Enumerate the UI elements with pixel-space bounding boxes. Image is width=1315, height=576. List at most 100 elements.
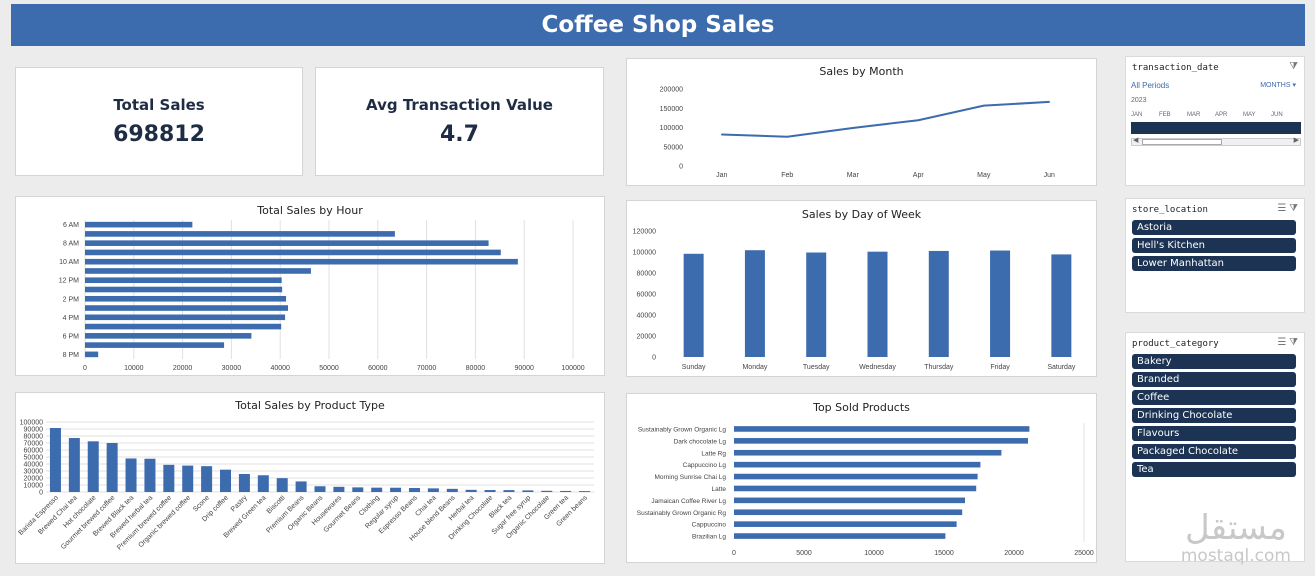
bar [68,438,80,492]
product-type-chart-title: Total Sales by Product Type [235,399,385,412]
clear-filter-icon[interactable]: ⧩ [1289,61,1298,72]
bar [446,488,458,492]
data-point [720,133,723,136]
y-tick-label: Latte Rg [701,450,726,457]
product-category-slicer[interactable]: product_category ☰ ⧩ Bakery Branded Coffee… [1125,332,1305,562]
bar [734,509,963,516]
timeline-month-label[interactable]: JUN [1271,112,1283,118]
y-tick-label: 100000 [660,125,683,132]
total-sales-value: 698812 [113,122,205,147]
transaction-date-timeline[interactable]: transaction_date ⧩ All Periods MONTHS ▾ … [1125,56,1305,186]
y-tick-label: 8 PM [63,352,80,359]
slicer-item[interactable]: Tea [1132,462,1296,477]
y-tick-label: 70000 [24,441,44,448]
y-tick-label: 0 [679,164,683,171]
y-tick-label: Dark chocolate Lg [674,438,727,445]
bar [85,295,287,302]
series-line [721,100,1050,138]
y-tick-label: 8 AM [63,241,79,248]
slicer-item[interactable]: Packaged Chocolate [1132,444,1296,459]
bar [295,481,307,492]
x-tick-label: Apr [913,172,925,179]
bar [734,485,977,492]
scroll-right-icon[interactable]: ▶ [1293,137,1299,144]
y-tick-label: 40000 [24,462,44,469]
timeline-month-label[interactable]: MAY [1243,112,1256,118]
timeline-month-label[interactable]: MAR [1187,112,1201,118]
slicer-item[interactable]: Astoria [1132,220,1296,235]
bar [49,428,61,492]
data-point [1048,101,1051,103]
product-category-field-label: product_category [1132,339,1219,349]
timeline-level-dropdown[interactable]: MONTHS ▾ [1260,81,1296,89]
timeline-month-label[interactable]: APR [1215,112,1228,118]
bar [125,458,137,492]
bar [182,465,194,492]
multi-select-icon[interactable]: ☰ [1277,337,1287,348]
bar [85,277,282,284]
x-tick-label: 30000 [222,365,242,372]
x-tick-label: 80000 [466,365,486,372]
bar [503,490,515,492]
x-tick-label: 60000 [368,365,388,372]
bar [484,490,496,492]
bar [579,491,591,492]
slicer-item[interactable]: Hell's Kitchen [1132,238,1296,253]
top-sold-products-chart[interactable]: Top Sold Products 0 5000 10000 15000 20000 25… [626,393,1097,563]
clear-filter-icon[interactable]: ⧩ [1289,337,1298,348]
avg-transaction-value: 4.7 [440,122,479,147]
scroll-thumb[interactable] [1142,139,1222,145]
y-tick-label: 60000 [24,448,44,455]
y-tick-label: 90000 [24,427,44,434]
store-location-slicer[interactable]: store_location ☰ ⧩ Astoria Hell's Kitchen… [1125,198,1305,313]
y-tick-label: Morning Sunrise Chai Lg [654,474,726,481]
bar [314,486,326,492]
bar [806,252,827,357]
bar [144,458,156,492]
bar [85,333,252,339]
slicer-item[interactable]: Coffee [1132,390,1296,405]
sales-by-product-type-chart[interactable]: Total Sales by Product Type 0 10000 20000 3… [15,392,605,564]
bar [201,466,213,492]
bar [1051,254,1072,357]
slicer-item[interactable]: Drinking Chocolate [1132,408,1296,423]
bar [85,286,283,293]
bar [928,250,949,357]
slicer-item[interactable]: Lower Manhattan [1132,256,1296,271]
bar [734,521,957,527]
slicer-item[interactable]: Bakery [1132,354,1296,369]
scroll-left-icon[interactable]: ◀ [1133,137,1139,144]
x-tick-label: 70000 [417,365,437,372]
bar [163,464,175,492]
data-point [982,104,985,107]
bar [734,533,946,539]
sales-by-month-chart[interactable]: Sales by Month 0 50000 100000 150000 200000 J… [626,58,1097,186]
timeline-month-label[interactable]: JAN [1131,112,1143,118]
bar [238,474,250,492]
y-tick-label: 100000 [20,420,43,427]
y-tick-label: 2 PM [63,296,80,303]
multi-select-icon[interactable]: ☰ [1277,203,1287,214]
bar [744,250,765,357]
x-tick-label: Saturday [1047,364,1076,371]
y-tick-label: 120000 [633,229,656,236]
bar [85,240,489,246]
slicer-item[interactable]: Branded [1132,372,1296,387]
bar [333,486,345,492]
bar [106,443,118,492]
sales-by-day-chart[interactable]: Sales by Day of Week 0 20000 40000 60000 800… [626,200,1097,377]
sales-by-hour-chart[interactable]: Total Sales by Hour 0 10000 20000 30000 4000… [15,196,605,376]
timeline-bar[interactable] [1131,122,1301,134]
y-tick-label: 100000 [633,250,656,257]
x-tick-label: Sunday [682,364,706,371]
slicer-item[interactable]: Flavours [1132,426,1296,441]
y-tick-label: 80000 [24,434,44,441]
avg-transaction-card: Avg Transaction Value 4.7 [315,67,604,176]
total-sales-label: Total Sales [113,96,205,114]
clear-filter-icon[interactable]: ⧩ [1289,203,1298,214]
timeline-field-label: transaction_date [1132,63,1219,73]
bar [371,487,383,492]
timeline-year: 2023 [1131,97,1147,104]
timeline-month-label[interactable]: FEB [1159,112,1171,118]
timeline-scrollbar[interactable]: ◀ ▶ [1131,137,1301,146]
